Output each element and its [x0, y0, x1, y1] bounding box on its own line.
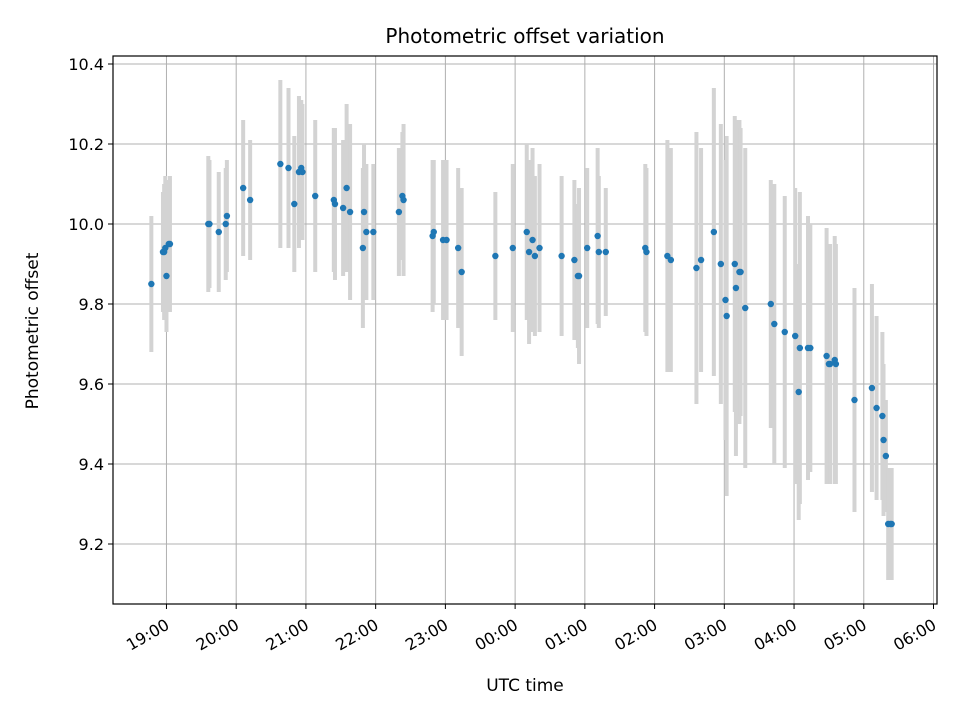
y-axis-label: Photometric offset	[23, 252, 43, 409]
data-point	[868, 384, 876, 392]
data-point	[558, 252, 565, 260]
data-point	[312, 192, 319, 200]
data-point	[792, 332, 799, 340]
data-point	[595, 248, 602, 256]
data-point	[299, 168, 306, 176]
data-point	[525, 248, 533, 256]
x-axis-label: UTC time	[486, 676, 564, 696]
data-point	[602, 248, 609, 256]
data-point	[879, 412, 886, 420]
data-point	[873, 404, 880, 412]
y-tick-label: 10.0	[68, 215, 104, 234]
data-point	[246, 196, 254, 204]
data-point	[430, 228, 437, 236]
data-point	[360, 208, 368, 216]
data-point	[571, 256, 578, 264]
data-point	[710, 228, 718, 236]
data-point	[166, 240, 174, 248]
y-tick-label: 10.4	[68, 55, 104, 74]
data-point	[880, 436, 887, 444]
data-point	[796, 344, 804, 352]
chart-title: Photometric offset variation	[385, 24, 664, 48]
y-tick-label: 9.2	[79, 535, 104, 554]
data-point	[492, 252, 499, 260]
data-point	[781, 328, 788, 336]
y-tick-label: 9.8	[79, 295, 104, 314]
data-point	[163, 272, 170, 280]
data-point	[148, 280, 155, 288]
data-point	[583, 244, 591, 252]
data-point	[742, 304, 749, 312]
data-point	[458, 268, 465, 276]
data-point	[343, 184, 350, 192]
data-point	[400, 196, 407, 204]
plot-frame	[112, 55, 938, 605]
data-point	[667, 256, 675, 264]
data-point	[331, 200, 339, 208]
data-point	[346, 208, 354, 216]
y-tick-label: 9.6	[79, 375, 104, 394]
data-point	[363, 228, 370, 236]
data-point	[722, 296, 729, 304]
y-tick-label: 10.2	[68, 135, 104, 154]
data-point	[239, 184, 247, 192]
data-point	[529, 236, 536, 244]
data-point	[215, 228, 222, 236]
data-point	[832, 360, 840, 368]
data-point	[723, 312, 730, 320]
data-point	[531, 252, 539, 260]
data-point	[523, 228, 530, 236]
data-point	[731, 260, 738, 268]
data-point	[454, 244, 462, 252]
data-point	[888, 520, 895, 528]
data-point	[767, 300, 775, 308]
data-point	[359, 244, 367, 252]
data-point	[223, 212, 231, 220]
data-point	[697, 256, 705, 264]
data-point	[851, 396, 858, 404]
data-point	[339, 204, 347, 212]
data-point	[222, 220, 229, 228]
data-point	[443, 236, 450, 244]
data-point	[395, 208, 403, 216]
data-point	[737, 268, 744, 276]
data-point	[826, 360, 834, 368]
data-point	[807, 344, 814, 352]
data-point	[771, 320, 778, 328]
data-point	[594, 232, 601, 240]
data-point	[509, 244, 516, 252]
data-point	[536, 244, 543, 252]
data-point	[575, 272, 583, 280]
data-point	[795, 388, 802, 396]
data-point	[277, 160, 284, 168]
data-point	[732, 284, 740, 292]
data-point	[717, 260, 725, 268]
data-point	[206, 220, 213, 228]
y-tick-label: 9.4	[79, 455, 104, 474]
data-point	[823, 352, 830, 360]
data-point	[643, 248, 650, 256]
data-points	[148, 160, 895, 528]
data-point	[370, 228, 377, 236]
y-axis: 9.2 9.4 9.6 9.8 10.0 10.2 10.4	[68, 55, 113, 554]
data-point	[285, 164, 292, 172]
data-point	[291, 200, 298, 208]
data-point	[693, 264, 700, 272]
data-point	[882, 452, 890, 460]
